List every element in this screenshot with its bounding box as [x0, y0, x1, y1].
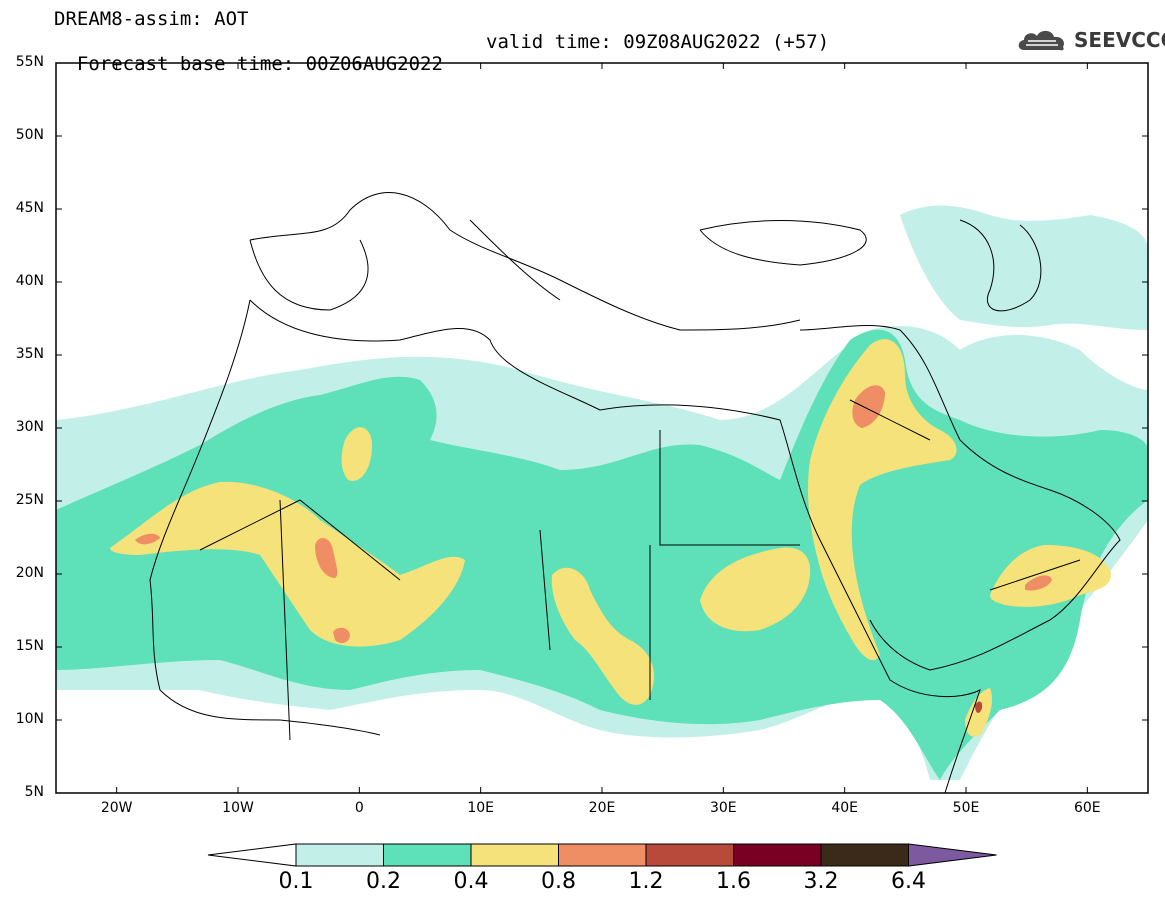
base-time-text: Forecast base time: 00Z06AUG2022 — [76, 53, 443, 75]
iberia — [249, 239, 369, 311]
colorbar-level: 0.8 — [541, 869, 576, 894]
logo-text: SEEVCCC — [1074, 28, 1165, 52]
colorbar-level: 3.2 — [803, 869, 839, 894]
lon-label: 10W — [222, 800, 254, 816]
lon-label: 50E — [952, 800, 980, 816]
lat-label: 20N — [15, 565, 44, 581]
aot-band-0.4-sudan — [700, 547, 811, 632]
lat-label: 35N — [15, 346, 44, 362]
lon-label: 40E — [831, 800, 858, 816]
valid-time-text: valid time: 09Z08AUG2022 (+57) — [486, 31, 830, 53]
border-1 — [199, 399, 1081, 741]
forecast-base-time: Forecast base time: 00Z06AUG2022 valid t… — [54, 31, 829, 97]
colorbar-swatch — [558, 843, 647, 867]
lat-label: 40N — [15, 273, 44, 289]
cloud-icon — [1018, 30, 1064, 51]
blacksea — [699, 220, 867, 266]
italy — [469, 219, 561, 301]
axis-ticks — [56, 62, 1148, 794]
seevccc-logo: SEEVCCC — [1016, 26, 1165, 54]
colorbar-swatch — [820, 843, 909, 867]
colorbar-swatch — [733, 843, 822, 867]
aot-band-0.4-arabia — [807, 339, 957, 661]
lat-label: 5N — [24, 784, 44, 800]
colorbar-swatch — [295, 843, 384, 867]
lat-label: 25N — [15, 492, 44, 508]
lat-label: 55N — [15, 54, 44, 70]
aot-band-0.8-b — [333, 627, 350, 644]
aot-band-0.4-blob1 — [341, 427, 372, 481]
arabia-coast — [799, 325, 1121, 671]
colorbar-level: 0.2 — [366, 869, 401, 894]
colorbar-level: 0.1 — [278, 869, 314, 894]
lat-label: 50N — [15, 127, 44, 143]
aot-band-0.1-north — [900, 205, 1148, 330]
colorbar-under-triangle — [207, 843, 297, 867]
aot-band-0.4-chad — [551, 567, 654, 705]
aot-band-0.8-f — [975, 701, 983, 713]
caspian — [959, 219, 1042, 312]
colorbar-level: 1.2 — [628, 869, 664, 894]
colorbar-level: 6.4 — [891, 869, 926, 894]
europe-coast — [249, 192, 801, 331]
map-title: DREAM8-assim: AOT — [54, 8, 249, 30]
lon-label: 20E — [588, 800, 616, 816]
lat-label: 10N — [15, 711, 44, 727]
aot-band-0.8-a — [315, 538, 338, 578]
aot-band-0.8-d — [852, 385, 885, 428]
africa-coast — [249, 299, 981, 793]
colorbar-level: 0.4 — [453, 869, 489, 894]
lon-label: 60E — [1073, 800, 1101, 816]
lat-label: 45N — [15, 200, 44, 216]
lon-label: 20W — [100, 800, 133, 816]
colorbar-over-triangle — [908, 843, 997, 867]
aot-band-0.8-e — [1025, 575, 1052, 591]
lat-label: 15N — [15, 638, 44, 654]
lon-label: 10E — [467, 800, 494, 816]
westafrica-coast — [149, 299, 381, 736]
colorbar-swatch — [383, 843, 472, 867]
lon-label: 0 — [354, 800, 364, 816]
lon-label: 30E — [709, 800, 737, 816]
colorbar-level: 1.6 — [716, 869, 751, 894]
aot-band-0.4-oman — [990, 545, 1111, 607]
aot-band-0.4-west — [110, 481, 465, 647]
colorbar-swatch — [645, 843, 734, 867]
coastlines — [149, 192, 1121, 793]
colorbar-swatch — [470, 843, 559, 867]
lat-label: 30N — [15, 419, 44, 435]
aot-shading — [56, 205, 1148, 780]
aot-band-0.8-c — [135, 533, 160, 545]
